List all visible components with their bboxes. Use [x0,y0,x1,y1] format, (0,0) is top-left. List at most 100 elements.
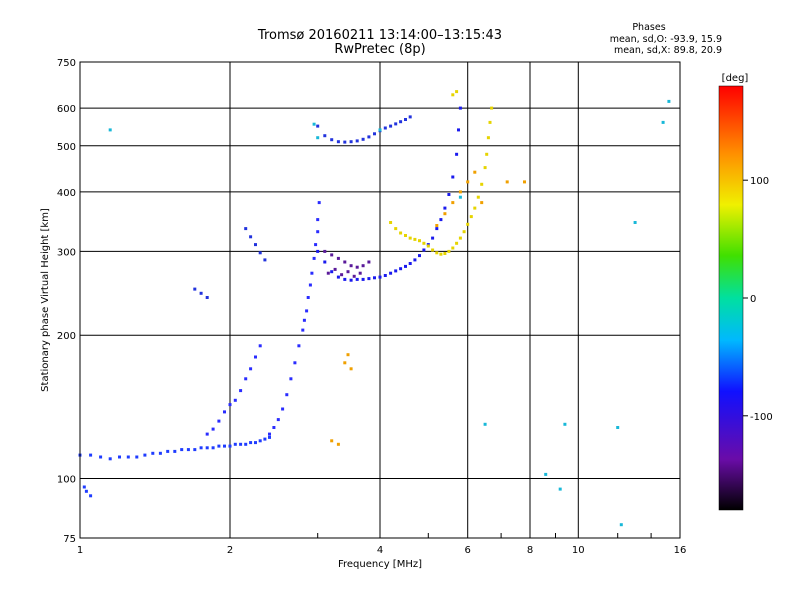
data-point [326,271,330,275]
data-point [435,251,439,255]
data-point [151,451,155,455]
data-point [431,236,435,240]
data-point [361,277,365,281]
y-axis-label: Stationary phase Virtual Height [km] [40,208,51,392]
data-point [263,437,267,441]
data-point [330,270,334,274]
data-point [99,455,103,459]
data-point [389,221,393,224]
data-point [661,120,665,124]
data-point [301,328,305,332]
data-point [346,353,350,357]
data-point [490,106,494,110]
data-point [223,444,226,448]
data-point [316,230,320,234]
data-point [82,485,86,489]
x-tick-label: 8 [527,545,533,556]
data-point [186,448,190,452]
data-point [404,234,407,237]
data-point [488,120,492,124]
data-point [476,195,480,199]
data-point [399,120,403,124]
data-point [346,270,350,274]
data-point [399,267,403,271]
data-point [258,344,262,348]
data-point [435,227,439,231]
data-point [355,277,359,281]
data-point [413,237,417,241]
x-tick-label: 2 [227,545,233,556]
y-tick-label: 500 [57,142,76,153]
data-point [263,258,267,262]
data-point [193,287,197,291]
data-point [118,455,121,459]
data-point [276,418,280,422]
data-point [667,99,671,103]
data-point [289,377,293,381]
data-point [367,260,371,264]
data-point [89,494,93,498]
data-point [297,344,301,348]
colorbar-tick-label: 100 [750,176,769,187]
x-tick-label: 1 [77,545,83,556]
data-point [233,398,237,402]
data-point [349,264,353,268]
data-point [352,274,356,278]
x-tick-label: 10 [572,545,585,556]
data-point [619,523,623,527]
stats-line-o: mean, sd,O: -93.9, 15.9 [610,34,722,45]
data-point [389,124,393,128]
data-point [228,444,232,448]
data-point [367,135,371,139]
data-point [431,248,435,252]
data-point [361,137,365,141]
y-tick-label: 600 [57,104,76,115]
data-point [317,201,321,205]
data-point [330,439,334,443]
chart-subtitle: RwPretec (8p) [334,42,425,57]
data-point [358,271,362,275]
data-point [323,260,327,264]
data-point [439,252,443,256]
data-point [394,269,398,273]
data-point [389,271,393,275]
data-point [523,180,526,184]
data-point [458,190,462,194]
stats-heading: Phases [632,22,665,33]
data-point [217,419,221,423]
grid-lines [80,62,680,538]
data-point [316,249,320,253]
data-point [422,241,426,245]
data-point [418,239,421,243]
data-point [268,432,271,436]
data-point [330,253,334,257]
data-point [228,403,232,407]
data-point [323,249,327,253]
x-tick-label: 16 [674,545,687,556]
data-point [373,276,376,280]
data-point [473,170,477,174]
data-point [340,273,344,277]
data-point [426,244,430,248]
data-point [455,90,459,94]
data-point [466,222,470,226]
data-point [343,361,347,365]
data-point [343,277,347,281]
data-point [211,427,215,431]
data-point [205,446,209,450]
data-point [310,271,314,275]
data-point [323,134,327,138]
data-point [285,393,289,397]
data-point [435,224,439,227]
data-point [158,451,162,455]
data-point [383,126,387,130]
data-point [399,231,403,235]
data-point [233,442,237,446]
data-point [447,193,451,196]
data-point [312,122,316,126]
data-point [211,446,215,450]
data-point [281,407,285,411]
colorbar-tick-label: 0 [750,294,756,305]
